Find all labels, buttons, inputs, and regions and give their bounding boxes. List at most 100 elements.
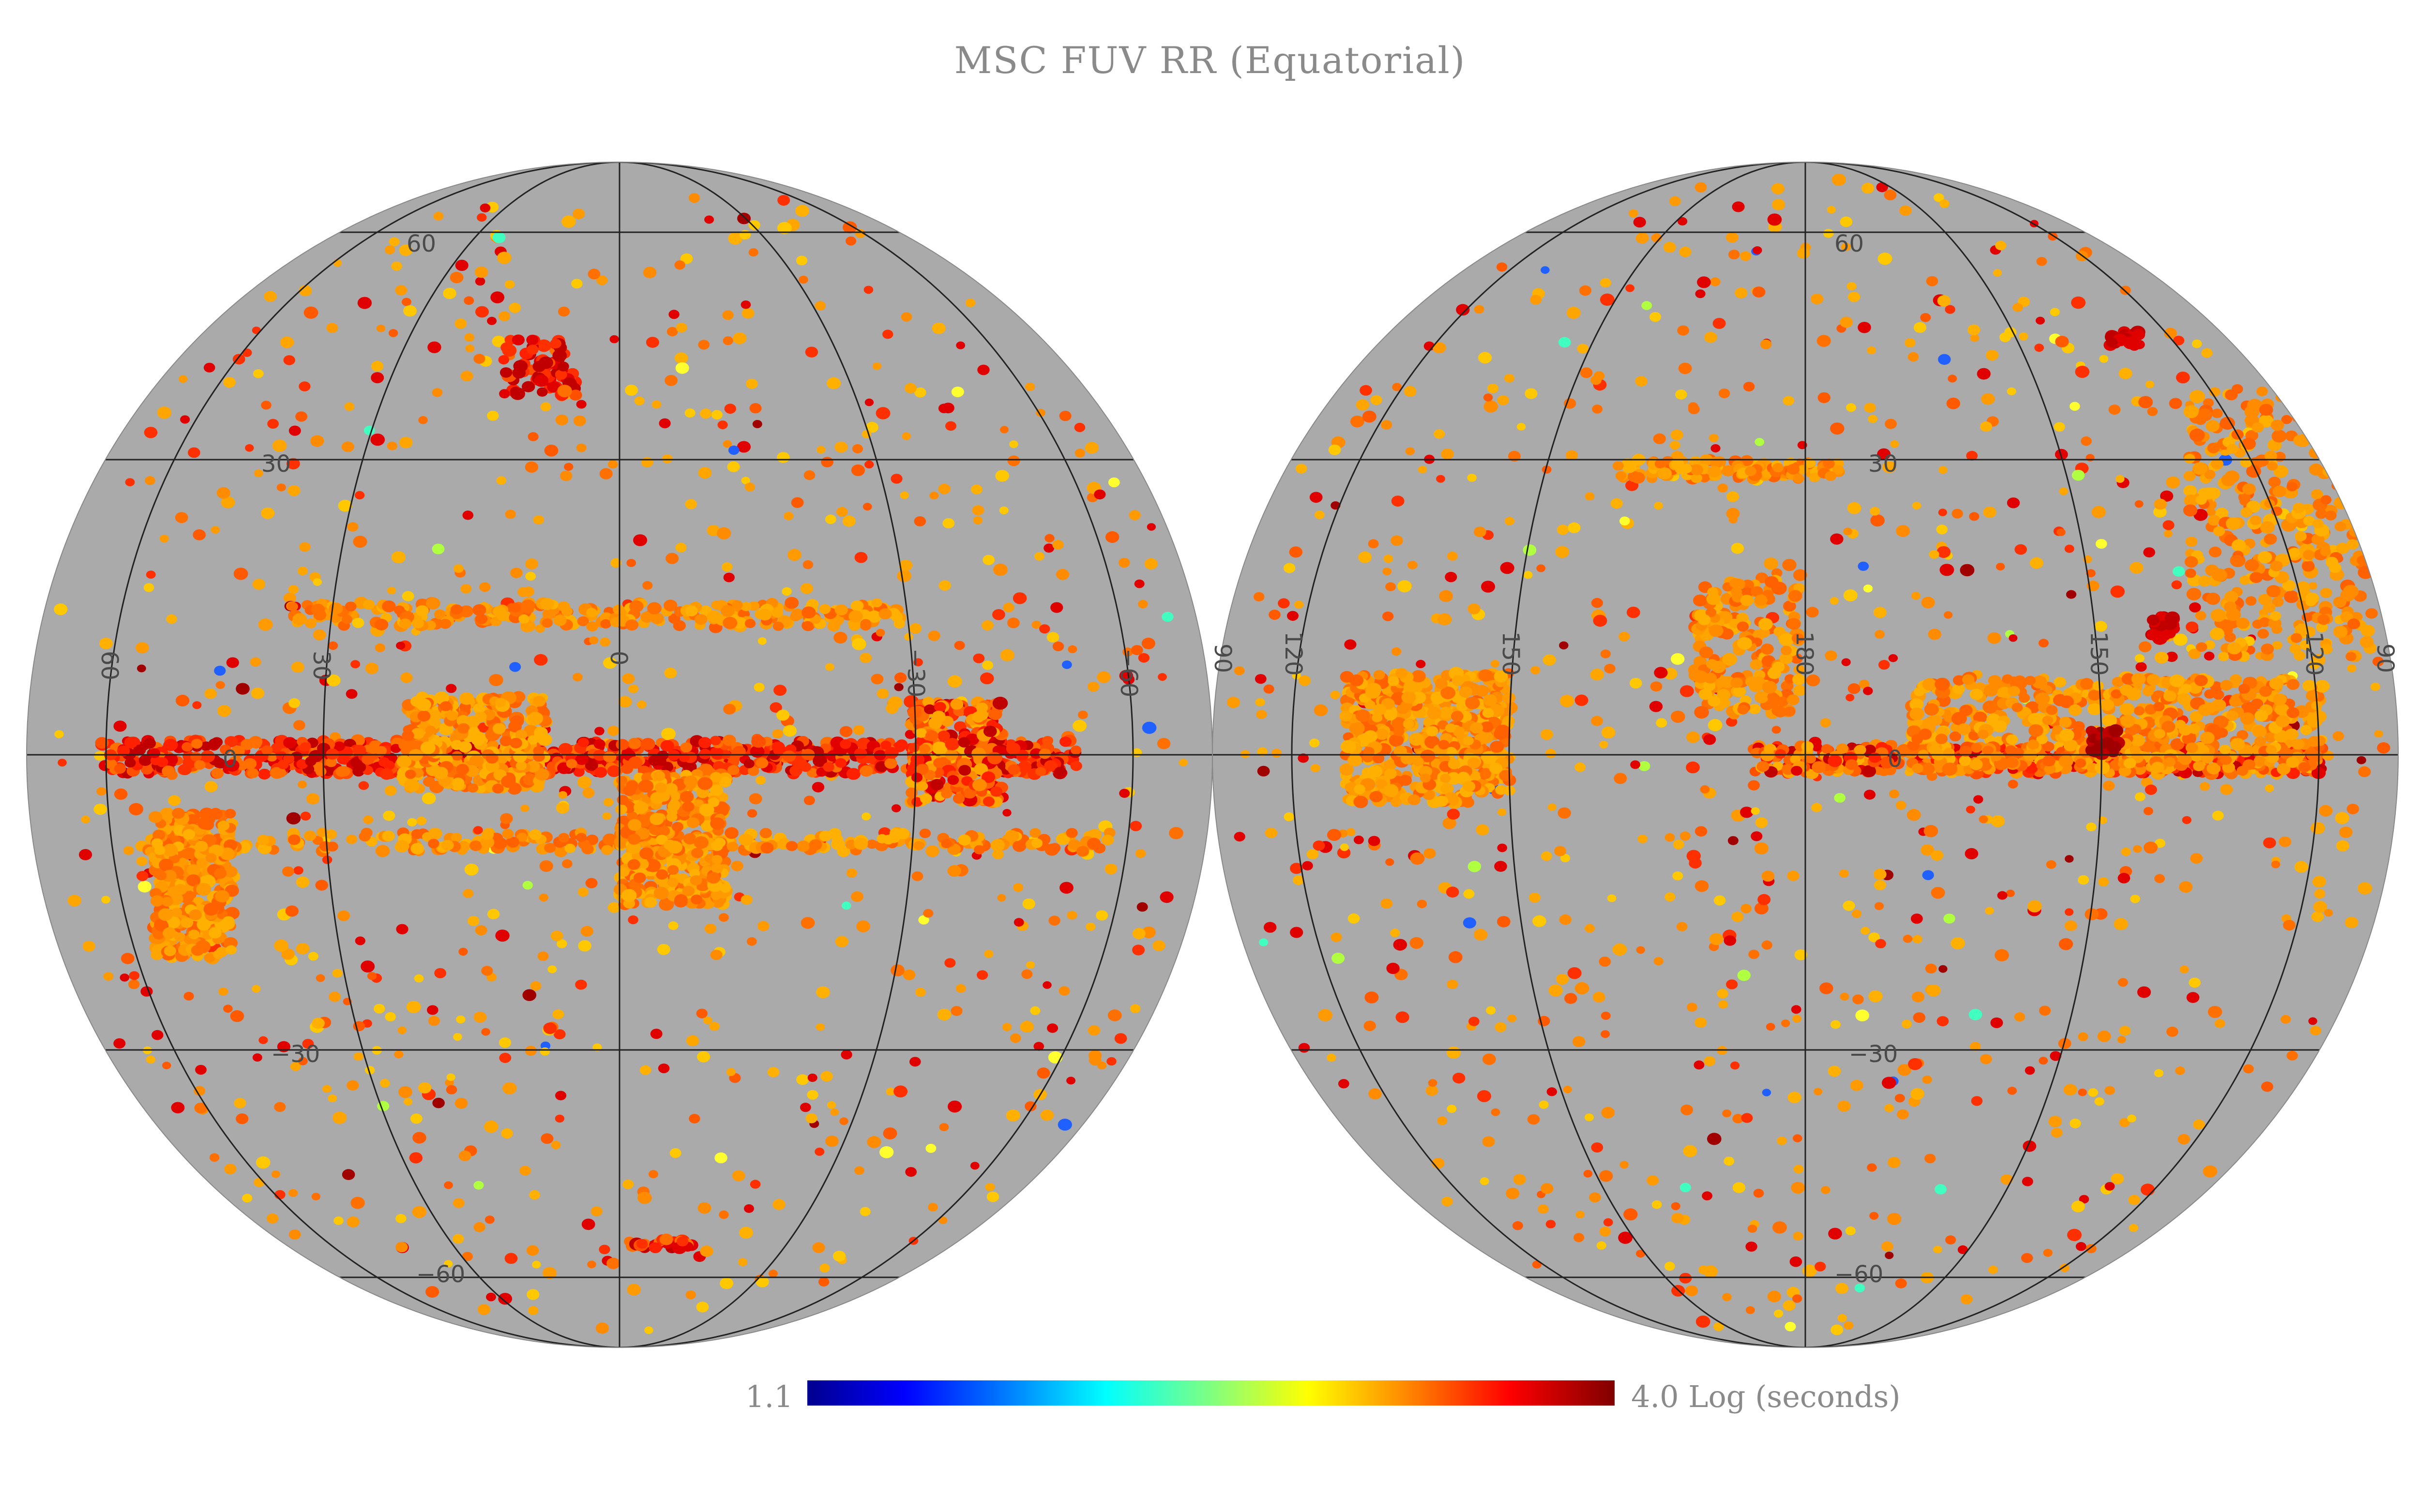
coverage-tile (752, 420, 762, 428)
coverage-tile (1482, 1136, 1495, 1147)
coverage-tile (1482, 1053, 1496, 1065)
coverage-tile (695, 614, 708, 625)
coverage-tile (1787, 1092, 1801, 1104)
coverage-tile (803, 470, 816, 480)
coverage-tile (406, 1001, 421, 1013)
coverage-tile (594, 767, 607, 778)
coverage-tile (534, 654, 548, 666)
coverage-tile (553, 1029, 566, 1040)
coverage-tile (1130, 821, 1142, 831)
coverage-tile (211, 768, 224, 779)
coverage-tile (534, 768, 549, 781)
coverage-tile (2308, 582, 2317, 590)
coverage-tile (1726, 979, 1738, 989)
lon-label-m60: −60 (1115, 648, 1142, 697)
coverage-tile (1703, 1265, 1718, 1278)
coverage-tile (311, 1193, 320, 1200)
coverage-tile (1397, 580, 1412, 593)
coverage-tile (644, 1326, 653, 1334)
coverage-tile (540, 598, 554, 610)
coverage-tile (216, 487, 230, 499)
coverage-tile (1793, 1165, 1804, 1174)
coverage-tile (542, 618, 553, 628)
coverage-tile (1368, 836, 1380, 846)
coverage-tile (827, 1101, 836, 1109)
coverage-tile (748, 220, 760, 230)
coverage-tile (1530, 666, 1541, 674)
coverage-tile (851, 891, 863, 902)
coverage-tile (1864, 403, 1876, 413)
coverage-tile (628, 737, 642, 749)
coverage-tile (1686, 761, 1700, 774)
coverage-tile (101, 896, 110, 904)
coverage-tile (956, 341, 966, 349)
coverage-tile (453, 1033, 462, 1041)
coverage-tile (2163, 530, 2173, 538)
coverage-tile (1157, 738, 1171, 749)
coverage-tile (777, 452, 790, 463)
coverage-tile (1391, 535, 1403, 546)
coverage-tile (1938, 466, 1948, 474)
coverage-tile (414, 974, 424, 983)
coverage-tile (475, 614, 488, 624)
coverage-tile (760, 842, 774, 853)
coverage-tile (930, 778, 944, 791)
coverage-tile (376, 324, 386, 332)
coverage-tile (1418, 465, 1427, 474)
coverage-tile (251, 688, 265, 699)
coverage-tile (1506, 1187, 1519, 1199)
coverage-tile (1664, 1261, 1675, 1271)
coverage-tile (709, 1022, 720, 1031)
coverage-tile (256, 1156, 271, 1169)
coverage-tile (1944, 611, 1953, 619)
coverage-tile (1290, 863, 1303, 874)
coverage-tile (1162, 612, 1174, 622)
coverage-tile (627, 811, 638, 821)
coverage-tile (1618, 1231, 1633, 1244)
coverage-tile (917, 781, 928, 791)
coverage-tile (492, 783, 504, 794)
coverage-tile (564, 463, 574, 471)
coverage-tile (2086, 569, 2096, 578)
coverage-tile (725, 827, 739, 839)
coverage-tile (136, 856, 148, 866)
coverage-tile (1797, 247, 1810, 259)
coverage-tile (982, 771, 996, 783)
coverage-tile (257, 835, 270, 845)
coverage-tile (1543, 654, 1556, 666)
coverage-tile (1442, 817, 1456, 829)
coverage-tile (250, 657, 261, 667)
coverage-tile (1340, 843, 1349, 851)
coverage-tile (815, 301, 826, 311)
coverage-tile (409, 1152, 423, 1164)
coverage-tile (347, 1216, 360, 1228)
coverage-tile (1911, 592, 1921, 600)
coverage-tile (2064, 920, 2077, 931)
coverage-tile (566, 759, 577, 769)
coverage-tile (1558, 337, 1571, 348)
coverage-tile (1830, 1324, 1844, 1335)
coverage-tile (350, 1197, 365, 1209)
coverage-tile (1732, 201, 1745, 212)
coverage-tile (1452, 1073, 1466, 1084)
coverage-tile (1585, 492, 1595, 501)
coverage-tile (347, 522, 359, 532)
coverage-tile (550, 930, 563, 941)
coverage-tile (465, 344, 475, 353)
coverage-tile (1497, 916, 1511, 928)
coverage-tile (586, 621, 598, 632)
coverage-tile (1563, 1086, 1572, 1093)
coverage-tile (456, 1015, 466, 1024)
coverage-tile (2203, 1165, 2218, 1178)
coverage-tile (601, 845, 613, 855)
coverage-tile (556, 802, 570, 814)
coverage-tile (577, 776, 591, 789)
coverage-tile (1052, 641, 1064, 651)
coverage-tile (2204, 651, 2215, 661)
coverage-tile (1686, 850, 1701, 862)
coverage-tile (720, 1277, 733, 1289)
coverage-tile (317, 827, 328, 838)
coverage-tile (688, 193, 700, 203)
coverage-tile (1737, 970, 1751, 981)
coverage-tile (236, 683, 250, 695)
